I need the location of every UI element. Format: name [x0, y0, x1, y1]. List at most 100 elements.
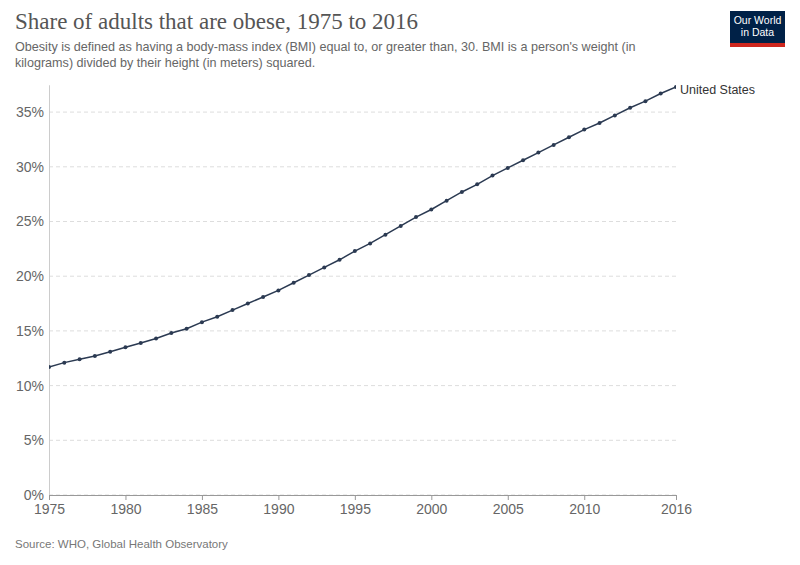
axis-line	[50, 495, 677, 496]
tick: 1995	[340, 495, 371, 517]
tick-label: 1985	[187, 501, 218, 517]
point	[62, 361, 66, 365]
point	[108, 350, 112, 354]
tick-label: 2005	[493, 501, 524, 517]
grid-line	[49, 221, 676, 222]
tick: 15%	[16, 323, 49, 339]
subtitle: kilograms) divided by their height (in m…	[15, 56, 315, 70]
point	[123, 345, 127, 349]
point	[536, 151, 540, 155]
grid	[49, 112, 676, 495]
tick-label: 20%	[16, 268, 44, 284]
tick-label: 2016	[661, 501, 692, 517]
point	[154, 337, 158, 341]
tick-mark	[49, 495, 50, 500]
point	[78, 357, 82, 361]
y-axis: 0%5%10%15%20%25%30%35%	[16, 85, 50, 503]
tick-label: 1995	[340, 501, 371, 517]
point	[200, 320, 204, 324]
plot-area	[49, 85, 676, 369]
grid-line	[49, 330, 676, 331]
point	[368, 241, 372, 245]
point	[613, 113, 617, 117]
point	[643, 99, 647, 103]
point	[49, 365, 51, 369]
tick: 2016	[661, 495, 692, 517]
tick: 2000	[416, 495, 447, 517]
point	[399, 224, 403, 228]
tick-label: 1980	[110, 501, 141, 517]
x-axis: 1975 1980 1985 1990 1995 2000 2005 2010 2016	[34, 495, 692, 517]
point	[231, 308, 235, 312]
tick: 35%	[16, 104, 49, 120]
tick-mark	[584, 495, 585, 500]
point	[460, 190, 464, 194]
tick-label: 30%	[16, 159, 44, 175]
point	[475, 182, 479, 186]
tick-label: 5%	[24, 432, 44, 448]
tick-label: 2000	[416, 501, 447, 517]
tick: 25%	[16, 213, 49, 229]
tick-mark	[125, 495, 126, 500]
point	[353, 249, 357, 253]
point	[383, 233, 387, 237]
grid-line	[49, 112, 676, 113]
series-label: United States	[680, 83, 755, 97]
point	[322, 265, 326, 269]
tick: 1980	[110, 495, 141, 517]
point	[93, 354, 97, 358]
tick: 5%	[24, 432, 49, 448]
point	[490, 174, 494, 178]
logo: Our Worldin Data	[730, 11, 785, 47]
title: Share of adults that are obese, 1975 to …	[15, 9, 418, 34]
tick: 20%	[16, 268, 49, 284]
point	[292, 281, 296, 285]
point	[429, 207, 433, 211]
point	[338, 258, 342, 262]
point	[506, 166, 510, 170]
point	[659, 92, 663, 96]
point	[521, 158, 525, 162]
point	[139, 341, 143, 345]
tick-label: 1990	[263, 501, 294, 517]
tick: 2010	[569, 495, 600, 517]
point	[445, 199, 449, 203]
tick: 1975	[34, 495, 65, 517]
tick-label: 15%	[16, 323, 44, 339]
grid-line	[49, 385, 676, 386]
point	[567, 135, 571, 139]
tick-mark	[355, 495, 356, 500]
tick: 2005	[493, 495, 524, 517]
point	[674, 85, 676, 89]
logo-box	[730, 11, 785, 43]
point	[215, 315, 219, 319]
tick-mark	[508, 495, 509, 500]
tick-label: 25%	[16, 213, 44, 229]
grid-line	[49, 440, 676, 441]
point	[276, 288, 280, 292]
series-line	[49, 87, 676, 367]
tick-label: 1975	[34, 501, 65, 517]
source: Source: WHO, Global Health Observatory	[15, 538, 228, 550]
tick-mark	[202, 495, 203, 500]
point	[552, 143, 556, 147]
tick-mark	[676, 495, 677, 500]
point	[185, 327, 189, 331]
grid-line	[49, 495, 676, 496]
point	[169, 331, 173, 335]
tick: 1990	[263, 495, 294, 517]
point	[628, 106, 632, 110]
point	[598, 121, 602, 125]
tick-mark	[278, 495, 279, 500]
grid-line	[49, 276, 676, 277]
point	[307, 273, 311, 277]
point	[582, 128, 586, 132]
tick: 10%	[16, 378, 49, 394]
tick-mark	[431, 495, 432, 500]
logo-bar	[730, 43, 785, 47]
tick-label: 2010	[569, 501, 600, 517]
tick-label: 10%	[16, 378, 44, 394]
logo-text: in Data	[741, 26, 774, 38]
logo-text: Our World	[734, 14, 782, 26]
point	[414, 215, 418, 219]
